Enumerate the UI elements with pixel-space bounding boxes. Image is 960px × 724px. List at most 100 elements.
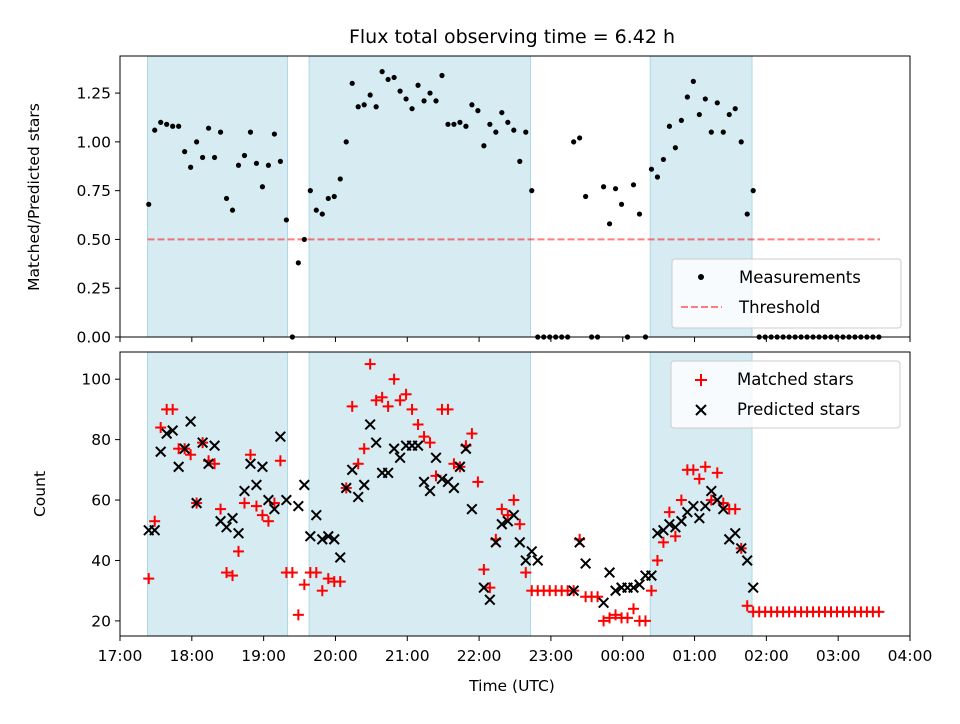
matched-star-marker (472, 476, 484, 488)
measurement-point (325, 195, 331, 202)
predicted-star-marker (532, 554, 544, 566)
matched-star-marker (292, 609, 304, 621)
predicted-star-marker (173, 461, 185, 473)
bottom-panel: 17:00 18:00 19:00 20:00 21:00 22:00 23:00 00:00… (31, 351, 932, 695)
matched-star-marker (669, 530, 681, 542)
predicted-star-marker (705, 485, 717, 497)
predicted-star-marker (310, 509, 322, 521)
predicted-marker-b (675, 515, 687, 527)
measurement-point (271, 131, 278, 137)
matched-star-marker (729, 503, 741, 515)
predicted-star-marker (520, 554, 532, 566)
predicted-star-marker (741, 554, 753, 566)
measurement-point (720, 129, 726, 135)
predicted-marker-b (197, 437, 209, 449)
matched-star-marker (346, 400, 358, 412)
predicted-star-marker (633, 579, 645, 591)
predicted-marker-b (322, 530, 334, 542)
predicted-marker-b (244, 458, 256, 470)
predicted-star-marker (454, 461, 466, 473)
top-y-tick-label: 0.25 (76, 280, 111, 298)
predicted-marker-b (514, 536, 526, 548)
predicted-star-marker (155, 446, 167, 458)
bottom-y-axis-label: Count (31, 471, 49, 517)
predicted-marker-b (292, 500, 304, 512)
matched-star-marker (508, 494, 520, 506)
predicted-marker-b (490, 536, 502, 548)
measurement-point (277, 158, 283, 164)
predicted-marker-b (424, 485, 436, 497)
predicted-star-marker (346, 464, 358, 476)
measurement-point (367, 92, 373, 98)
measurement-point (678, 117, 684, 123)
predicted-star-marker (280, 494, 292, 506)
predicted-marker-b (436, 473, 448, 485)
matched-star-marker (244, 449, 256, 461)
predicted-marker-b (496, 518, 508, 530)
measurement-point (672, 145, 678, 151)
predicted-star-marker (729, 527, 741, 539)
predicted-marker-b (454, 461, 466, 473)
measurement-point (612, 186, 619, 192)
predicted-star-marker (466, 503, 478, 515)
x-tick-label: 03:00 (816, 647, 861, 665)
predicted-star-marker (460, 443, 472, 455)
observing-window (147, 55, 289, 338)
predicted-marker-b (478, 582, 490, 594)
matched-star-marker (167, 403, 179, 415)
measurement-point (343, 139, 349, 145)
matched-star-marker (687, 464, 699, 476)
predicted-star-markers (143, 415, 759, 609)
predicted-star-marker (484, 594, 496, 606)
predicted-star-marker (717, 503, 729, 515)
predicted-star-marker (250, 479, 262, 491)
matched-star-marker (322, 573, 334, 585)
measurement-point (217, 129, 224, 135)
predicted-star-marker (394, 452, 406, 464)
predicted-star-marker (274, 431, 286, 443)
predicted-star-marker (298, 479, 310, 491)
top-legend: Measurements Threshold (671, 258, 902, 329)
predicted-marker-b (532, 554, 544, 566)
matched-star-marker (604, 612, 616, 624)
predicted-star-marker (496, 518, 508, 530)
measurement-point (259, 184, 266, 190)
predicted-star-marker (412, 440, 424, 452)
predicted-star-marker (598, 597, 610, 609)
top-y-tick-label: 1.00 (76, 133, 111, 151)
predicted-star-marker (179, 443, 191, 455)
predicted-star-marker (418, 476, 430, 488)
measurement-point (660, 156, 667, 163)
measurement-point (738, 139, 744, 145)
predicted-marker-b (310, 509, 322, 521)
predicted-marker-b (645, 570, 657, 582)
measurement-point (373, 104, 379, 110)
measurement-point (583, 193, 589, 200)
predicted-star-marker (322, 530, 334, 542)
bottom-y-tick-label: 60 (91, 492, 111, 510)
matched-star-marker (298, 579, 310, 591)
matched-star-marker (286, 567, 298, 579)
predicted-marker-b (687, 500, 699, 512)
measurement-point (307, 188, 313, 194)
matched-star-marker (496, 503, 508, 515)
predicted-star-marker (687, 500, 699, 512)
measurement-point (666, 123, 673, 129)
bottom-y-tick-label: 20 (91, 612, 111, 630)
bottom-y-ticks: 20 40 60 80 100 (81, 371, 120, 630)
matched-star-marker (873, 606, 885, 618)
matched-star-marker (221, 567, 233, 579)
legend-matched-marker (695, 374, 707, 386)
matched-star-marker (675, 494, 687, 506)
x-tick-label: 21:00 (385, 647, 430, 665)
measurement-point (355, 104, 361, 110)
predicted-marker-b (598, 597, 610, 609)
predicted-star-marker (699, 500, 711, 512)
predicted-marker-b (412, 440, 424, 452)
matched-star-marker (693, 473, 705, 485)
predicted-star-marker (382, 467, 394, 479)
measurement-point (714, 100, 720, 106)
observing-window (308, 55, 532, 338)
measurement-point (744, 211, 750, 217)
predicted-marker-b (699, 500, 711, 512)
